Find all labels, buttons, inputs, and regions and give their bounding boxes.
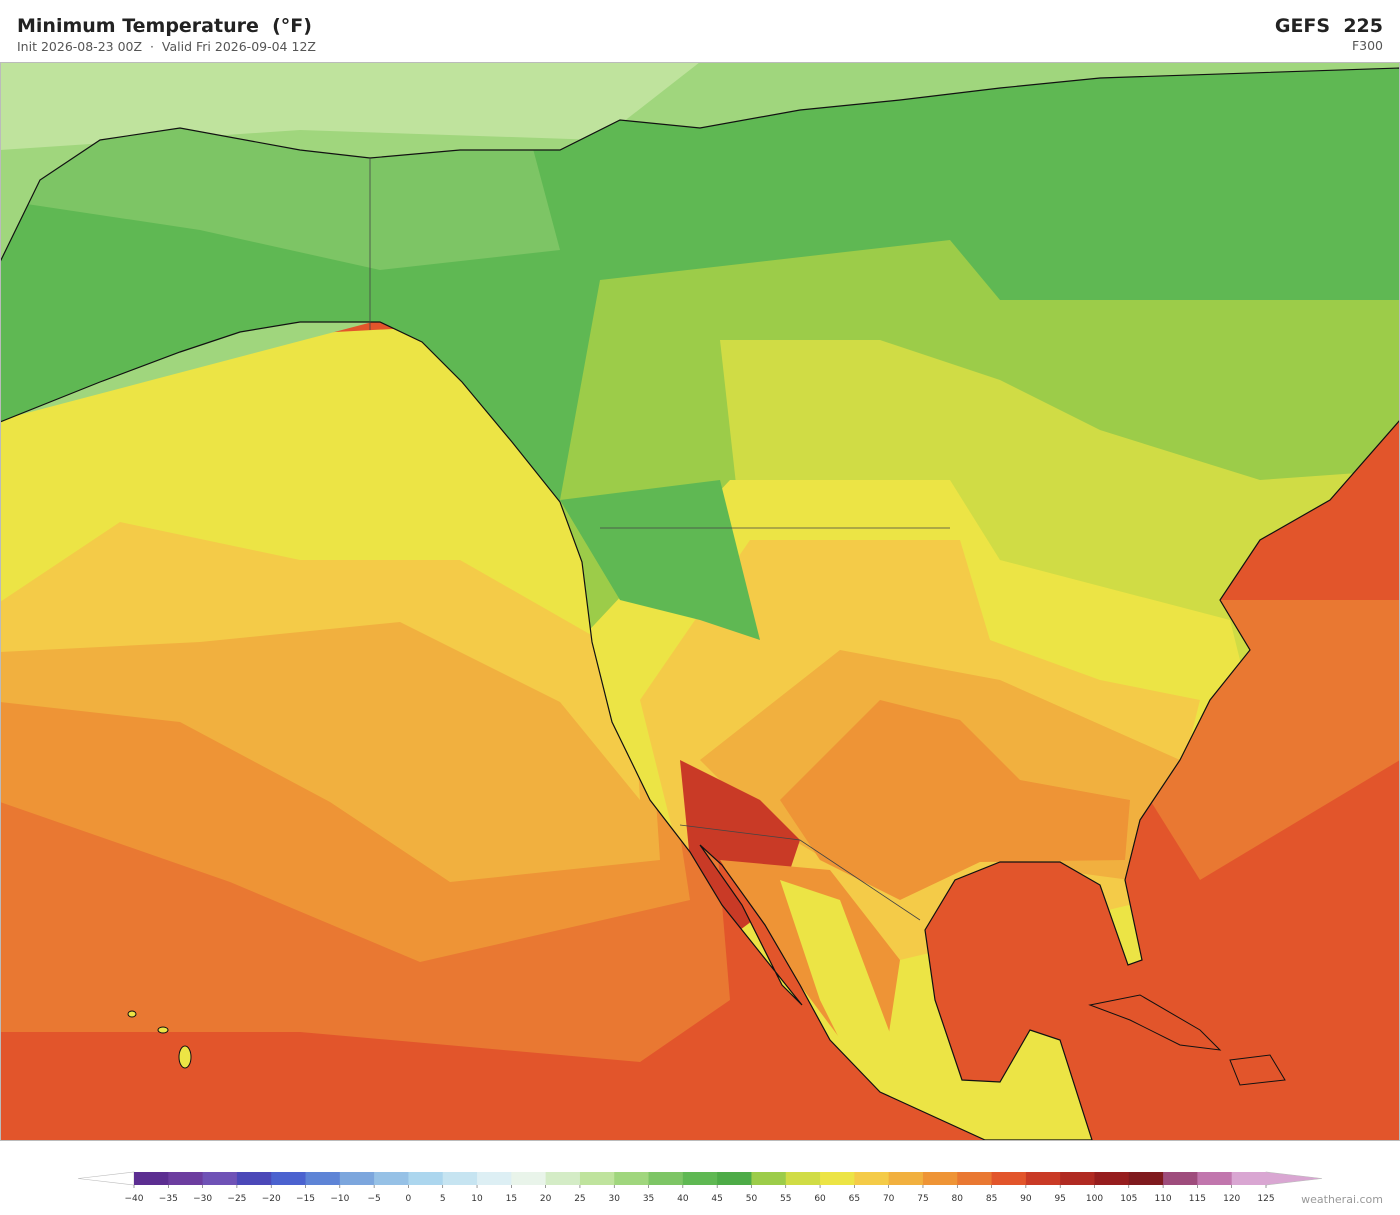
colorbar-label: 110 <box>1154 1194 1171 1204</box>
colorbar-box <box>442 1172 478 1185</box>
colorbar-box <box>579 1172 615 1185</box>
colorbar-label: 60 <box>814 1194 826 1204</box>
colorbar-box <box>888 1172 924 1185</box>
colorbar-box <box>648 1172 684 1185</box>
map-field <box>0 62 1400 1140</box>
colorbar-box <box>614 1172 650 1185</box>
colorbar-label: −15 <box>296 1194 315 1204</box>
forecast-hour: F300 <box>1351 38 1383 53</box>
colorbar-box <box>305 1172 341 1185</box>
colorbar-box <box>820 1172 855 1185</box>
colorbar-box <box>271 1172 307 1185</box>
colorbar-box <box>1231 1172 1267 1185</box>
colorbar-label: 100 <box>1086 1194 1103 1204</box>
colorbar-over <box>1265 1171 1323 1186</box>
colorbar-box <box>1163 1172 1198 1185</box>
colorbar-label: −40 <box>125 1194 144 1204</box>
colorbar-label: 125 <box>1257 1194 1274 1204</box>
colorbar-box <box>854 1172 890 1185</box>
colorbar-label: −20 <box>262 1194 281 1204</box>
colorbar-label: 95 <box>1054 1194 1065 1204</box>
colorbar-label: 45 <box>711 1194 722 1204</box>
colorbar-label: 30 <box>609 1194 621 1204</box>
colorbar-label: −5 <box>367 1194 380 1204</box>
colorbar-label: 70 <box>883 1194 895 1204</box>
colorbar-box <box>134 1172 169 1185</box>
colorbar-box <box>168 1172 204 1185</box>
colorbar-box <box>374 1172 409 1185</box>
colorbar-box <box>339 1172 375 1185</box>
map-title: Minimum Temperature (°F) <box>17 15 312 37</box>
colorbar-label: 0 <box>406 1194 412 1204</box>
colorbar-box <box>957 1172 993 1185</box>
colorbar-box <box>922 1172 958 1185</box>
colorbar-label: 55 <box>780 1194 791 1204</box>
colorbar: −40 −35 −30 −25 −20 −15 −10 −5 0 5 10 15 20 25 30 35 40 4… <box>77 1171 1323 1204</box>
colorbar-box <box>682 1172 718 1185</box>
colorbar-box <box>1197 1172 1233 1185</box>
credit: weatherai.com <box>1301 1193 1383 1206</box>
colorbar-label: 10 <box>471 1194 483 1204</box>
colorbar-box <box>202 1172 238 1185</box>
colorbar-label: 105 <box>1120 1194 1137 1204</box>
colorbar-box <box>1025 1172 1061 1185</box>
colorbar-box <box>1060 1172 1095 1185</box>
colorbar-label: 120 <box>1223 1194 1240 1204</box>
colorbar-box <box>1094 1172 1130 1185</box>
colorbar-label: 20 <box>540 1194 552 1204</box>
colorbar-label: 80 <box>952 1194 964 1204</box>
colorbar-box <box>511 1172 547 1185</box>
colorbar-box <box>1128 1172 1164 1185</box>
colorbar-label: 85 <box>986 1194 997 1204</box>
colorbar-label: 35 <box>643 1194 654 1204</box>
colorbar-box <box>751 1172 787 1185</box>
colorbar-label: −25 <box>227 1194 246 1204</box>
colorbar-label: 75 <box>917 1194 928 1204</box>
colorbar-box <box>408 1172 444 1185</box>
colorbar-label: −35 <box>159 1194 178 1204</box>
colorbar-label: 25 <box>574 1194 585 1204</box>
colorbar-box <box>717 1172 752 1185</box>
colorbar-label: 50 <box>746 1194 758 1204</box>
colorbar-box <box>991 1172 1027 1185</box>
colorbar-label: 65 <box>849 1194 860 1204</box>
colorbar-label: 115 <box>1189 1194 1206 1204</box>
colorbar-label: 15 <box>506 1194 517 1204</box>
colorbar-label: 5 <box>440 1194 446 1204</box>
model-name: GEFS 225 <box>1274 15 1383 37</box>
map-subtitle: Init 2026-08-23 00Z · Valid Fri 2026-09-… <box>17 39 316 54</box>
colorbar-label: 90 <box>1020 1194 1032 1204</box>
colorbar-box <box>785 1172 821 1185</box>
colorbar-box <box>545 1172 581 1185</box>
colorbar-box <box>477 1172 512 1185</box>
colorbar-box <box>236 1172 272 1185</box>
colorbar-under <box>77 1171 135 1186</box>
colorbar-label: 40 <box>677 1194 689 1204</box>
colorbar-label: −10 <box>330 1194 349 1204</box>
colorbar-label: −30 <box>193 1194 212 1204</box>
